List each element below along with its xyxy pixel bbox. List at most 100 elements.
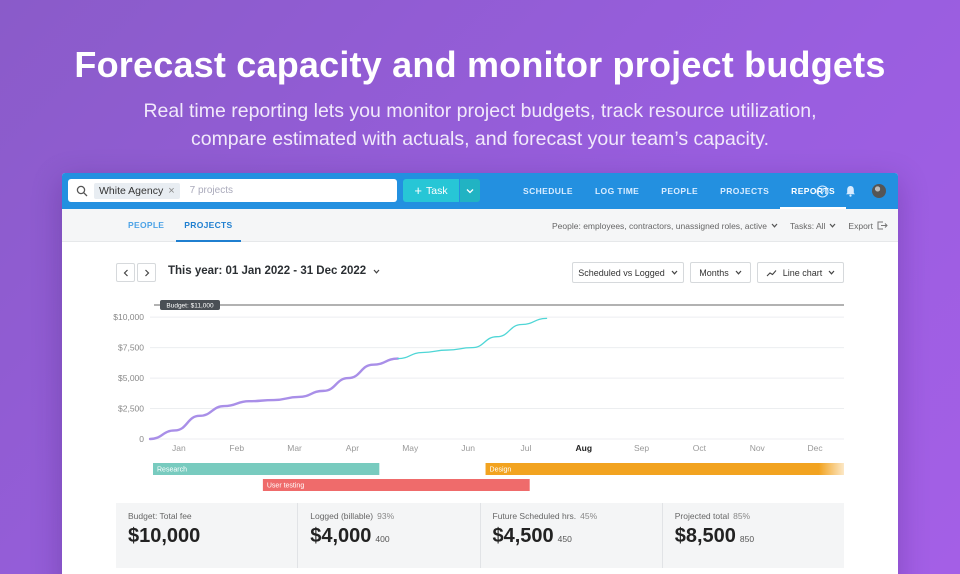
budget-label: Budget: $11,000	[166, 303, 214, 310]
period-label: Months	[699, 267, 729, 278]
chevron-down-icon	[735, 270, 742, 275]
avatar[interactable]	[872, 184, 886, 198]
add-task-label: Task	[426, 184, 448, 197]
chevron-down-icon	[829, 223, 836, 228]
search-field[interactable]: White Agency × 7 projects	[68, 179, 397, 202]
chart-type-label: Line chart	[782, 267, 823, 278]
stat-value: $4,500 450	[492, 525, 572, 547]
help-icon[interactable]: ?	[816, 184, 829, 198]
compare-dropdown[interactable]: Scheduled vs Logged	[572, 262, 684, 283]
x-tick-label: Mar	[287, 443, 302, 453]
filter-chip[interactable]: White Agency ×	[94, 182, 180, 199]
stat-label: Budget: Total fee	[128, 511, 192, 521]
nav-projects[interactable]: PROJECTS	[720, 186, 770, 196]
chevron-down-icon	[373, 269, 380, 274]
period-dropdown[interactable]: Months	[690, 262, 751, 283]
export-icon	[877, 221, 888, 230]
x-tick-label: Jul	[520, 443, 531, 453]
filters: People: employees, contractors, unassign…	[552, 209, 888, 242]
stat-value: $10,000	[128, 525, 201, 547]
add-task-button[interactable]: + Task	[403, 179, 459, 202]
x-tick-label: Sep	[634, 443, 649, 453]
x-tick-label: Oct	[693, 443, 707, 453]
filter-chip-label: White Agency	[99, 184, 164, 197]
stat-label: Projected total 85%	[674, 511, 751, 521]
task-dropdown-button[interactable]	[460, 179, 480, 202]
stat-hours: 450	[557, 534, 572, 544]
budget-chart: 0 $2,500 $5,000 $7,500 $10,000 Budget: $11,00…	[113, 300, 844, 491]
x-tick-label: Nov	[750, 443, 766, 453]
search-icon	[76, 185, 88, 196]
line-chart-icon	[766, 269, 777, 276]
svg-text:?: ?	[820, 187, 825, 196]
sub-bar: PEOPLE PROJECTS People: employees, contr…	[62, 209, 898, 242]
search-placeholder: 7 projects	[189, 185, 233, 196]
nav-log-time[interactable]: LOG TIME	[594, 186, 640, 196]
stat-label: Future Scheduled hrs. 45%	[492, 511, 598, 521]
x-tick-label: Jan	[172, 443, 186, 453]
tab-people[interactable]: PEOPLE	[128, 220, 165, 230]
chevron-down-icon	[771, 223, 778, 228]
nav-people[interactable]: PEOPLE	[661, 186, 699, 196]
y-tick-label: 0	[139, 434, 144, 444]
tab-projects[interactable]: PROJECTS	[174, 209, 242, 242]
prev-period-button[interactable]	[116, 263, 135, 282]
app-window: White Agency × 7 projects + Task SCHEDUL…	[62, 173, 898, 574]
top-icons: ?	[816, 173, 886, 209]
tasks-filter-label: Tasks: All	[789, 220, 826, 231]
stat-percent: 85%	[733, 511, 751, 521]
export-button[interactable]: Export	[848, 221, 888, 231]
phase-label: Research	[157, 467, 187, 474]
people-filter[interactable]: People: employees, contractors, unassign…	[552, 221, 778, 231]
tasks-filter[interactable]: Tasks: All	[790, 221, 836, 231]
stat-percent: 45%	[580, 511, 598, 521]
next-period-button[interactable]	[137, 263, 156, 282]
nav-reports[interactable]: REPORTS	[780, 173, 846, 209]
phase-bar	[153, 463, 380, 475]
report-controls: This year: 01 Jan 2022 - 31 Dec 2022 Sch…	[116, 262, 844, 284]
stats-summary: Budget: Total fee $10,000 Logged (billab…	[116, 503, 844, 568]
chevron-right-icon	[144, 269, 149, 276]
nav-schedule[interactable]: SCHEDULE	[523, 186, 573, 196]
close-icon[interactable]: ×	[168, 184, 175, 197]
export-label: Export	[848, 220, 873, 231]
chevron-down-icon	[828, 270, 835, 275]
stat-logged: Logged (billable) 93% $4,000 400	[298, 503, 481, 568]
y-tick-label: $5,000	[118, 373, 144, 383]
y-tick-label: $10,000	[113, 312, 144, 322]
x-tick-label: Apr	[346, 443, 359, 453]
date-range-label: This year: 01 Jan 2022 - 31 Dec 2022	[168, 265, 367, 277]
stat-future-scheduled: Future Scheduled hrs. 45% $4,500 450	[481, 503, 663, 568]
x-tick-label: May	[402, 443, 419, 453]
y-tick-label: $2,500	[118, 404, 144, 414]
hero-title: Forecast capacity and monitor project bu…	[74, 44, 886, 85]
budget-label-bg	[160, 300, 220, 310]
bell-icon[interactable]	[845, 185, 856, 197]
series-line-logged	[148, 357, 400, 441]
stat-projected-total: Projected total 85% $8,500 850	[663, 503, 844, 568]
report-tabs: PEOPLE PROJECTS	[118, 209, 243, 242]
phase-label: Design	[490, 467, 512, 474]
main-nav: SCHEDULE LOG TIME PEOPLE PROJECTS REPORT…	[512, 173, 846, 209]
stat-budget: Budget: Total fee $10,000	[116, 503, 299, 568]
compare-label: Scheduled vs Logged	[578, 267, 665, 278]
x-tick-label: Dec	[808, 443, 824, 453]
x-tick-label: Feb	[229, 443, 244, 453]
x-tick-label: Aug	[575, 443, 592, 453]
chevron-down-icon	[466, 188, 474, 193]
phase-bar	[262, 479, 530, 491]
series-line-scheduled	[397, 317, 548, 360]
top-bar: White Agency × 7 projects + Task SCHEDUL…	[62, 173, 898, 209]
stat-hours: 850	[739, 534, 755, 544]
stat-percent: 93%	[377, 511, 395, 521]
stat-hours: 400	[375, 534, 390, 544]
x-tick-label: Jun	[461, 443, 475, 453]
hero-subtitle: Real time reporting lets you monitor pro…	[143, 100, 817, 150]
stat-value: $8,500 850	[674, 525, 755, 547]
date-range-picker[interactable]: This year: 01 Jan 2022 - 31 Dec 2022	[168, 265, 380, 277]
chart-type-dropdown[interactable]: Line chart	[757, 262, 844, 283]
people-filter-label: People: employees, contractors, unassign…	[552, 220, 767, 231]
stat-value: $4,000 400	[310, 525, 390, 547]
phase-label: User testing	[267, 483, 304, 490]
chevron-down-icon	[671, 270, 678, 275]
